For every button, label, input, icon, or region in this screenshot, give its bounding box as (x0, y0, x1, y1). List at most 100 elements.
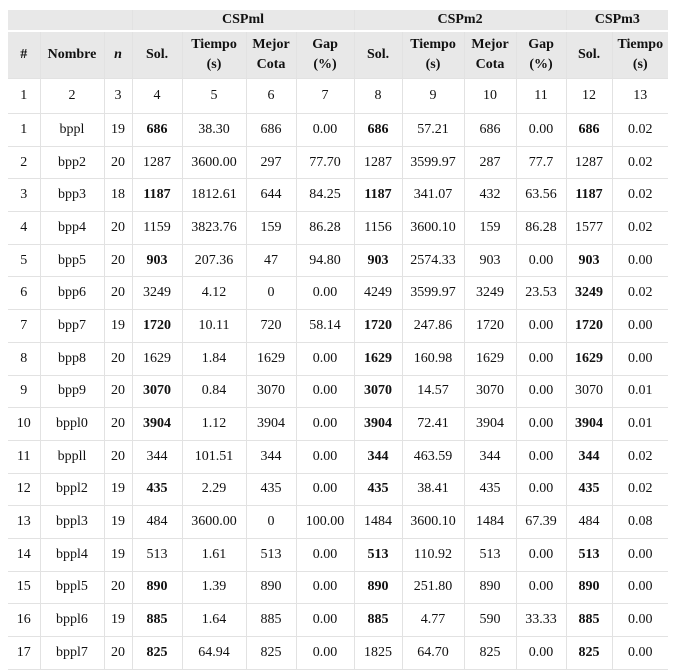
cell: 58.14 (295, 309, 355, 343)
cell: 20 (103, 636, 133, 670)
cell: 1484 (353, 505, 403, 539)
cell: 86.28 (515, 211, 567, 245)
cell: 1287 (565, 146, 613, 180)
column-header: Gap (%) (515, 31, 567, 79)
cell: bppl4 (39, 538, 104, 572)
cell: 3070 (353, 375, 403, 409)
cell: 0.02 (611, 276, 669, 311)
cell: 20 (103, 571, 133, 605)
column-header: Sol. (565, 31, 613, 79)
cell: 20 (103, 146, 133, 180)
cell: 1 (8, 113, 40, 147)
column-number: 3 (103, 78, 133, 114)
data-row: 6 bpp6 20 3249 4.12 0 0.00 4249 3599.97 3249 23.53… (8, 276, 669, 311)
cell: 0.00 (611, 636, 669, 670)
cell: 94.80 (295, 244, 355, 278)
cell: 110.92 (401, 538, 465, 572)
cell: 17 (8, 636, 40, 670)
cell: 64.94 (181, 636, 247, 670)
cell: 344 (245, 440, 297, 474)
results-table: CSPml CSPm2 CSPm3 # Nombre n Sol. Tiempo (s) Mejo… (8, 10, 669, 670)
cell: 10 (8, 407, 40, 441)
cell: 287 (463, 146, 517, 180)
cell: 1629 (565, 342, 613, 376)
cell: 1484 (463, 505, 517, 539)
data-row: 11 bppll 20 344 101.51 344 0.00 344 463.59 344 0.0… (8, 440, 669, 474)
cell: 344 (463, 440, 517, 474)
cell: 686 (245, 113, 297, 147)
header-text: (s) (206, 57, 222, 72)
cell: bppl7 (39, 636, 104, 670)
cell: 84.25 (295, 178, 355, 213)
cell: bpp6 (39, 276, 104, 311)
column-number: 12 (565, 78, 613, 114)
cell: 1156 (353, 211, 403, 245)
cell: 1629 (245, 342, 297, 376)
cell: 903 (463, 244, 517, 278)
cell: 6 (8, 276, 40, 311)
cell: 3600.10 (401, 211, 465, 245)
cell: bppll (39, 440, 104, 474)
cell: 1.39 (181, 571, 247, 605)
cell: bpp3 (39, 178, 104, 213)
cell: 3904 (353, 407, 403, 441)
header-text: (%) (529, 57, 553, 72)
cell: bppl0 (39, 407, 104, 441)
data-row: 16 bppl6 19 885 1.64 885 0.00 885 4.77 590 33.33 88… (8, 603, 669, 637)
cell: 3904 (131, 407, 183, 441)
cell: 1720 (353, 309, 403, 343)
header-text: n (114, 47, 122, 62)
cell: 344 (353, 440, 403, 474)
cell: bpp8 (39, 342, 104, 376)
header-text: Gap (528, 37, 554, 52)
cell: 77.70 (295, 146, 355, 180)
header-text: Tiempo (410, 37, 456, 52)
cell: 101.51 (181, 440, 247, 474)
cell: 344 (565, 440, 613, 474)
column-header: Sol. (353, 31, 403, 79)
cell: 1812.61 (181, 178, 247, 213)
cell: 0 (245, 276, 297, 311)
cell: 0.00 (295, 407, 355, 441)
cell: 63.56 (515, 178, 567, 213)
blank-header (8, 10, 133, 32)
header-text: Cota (256, 57, 286, 72)
cell: 513 (565, 538, 613, 572)
cell: 686 (565, 113, 613, 147)
cell: bpp9 (39, 375, 104, 409)
cell: 0.00 (295, 603, 355, 637)
header-text: Sol. (366, 47, 390, 62)
cell: 1577 (565, 211, 613, 245)
cell: bpp2 (39, 146, 104, 180)
column-number: 10 (463, 78, 517, 114)
cell: 38.30 (181, 113, 247, 147)
cell: 19 (103, 473, 133, 507)
cell: 10.11 (181, 309, 247, 343)
cell: 686 (131, 113, 183, 147)
cell: 890 (245, 571, 297, 605)
cell: 0.00 (295, 342, 355, 376)
cell: 435 (245, 473, 297, 507)
cell: 903 (565, 244, 613, 278)
cell: 247.86 (401, 309, 465, 343)
cell: 0.00 (295, 440, 355, 474)
cell: 1629 (463, 342, 517, 376)
cell: 3904 (245, 407, 297, 441)
cell: 67.39 (515, 505, 567, 539)
cell: 825 (131, 636, 183, 670)
cell: 12 (8, 473, 40, 507)
cell: bpp4 (39, 211, 104, 245)
column-header: # (8, 31, 40, 79)
cell: bpp7 (39, 309, 104, 343)
cell: 20 (103, 244, 133, 278)
cell: 513 (463, 538, 517, 572)
cell: 1187 (131, 178, 183, 213)
data-row: 8 bpp8 20 1629 1.84 1629 0.00 1629 160.98 1629 0.0… (8, 342, 669, 376)
cell: 11 (8, 440, 40, 474)
column-number: 1 (8, 78, 40, 114)
cell: 0.00 (611, 342, 669, 376)
cell: 3070 (565, 375, 613, 409)
cell: 686 (353, 113, 403, 147)
column-header: Gap (%) (295, 31, 355, 79)
